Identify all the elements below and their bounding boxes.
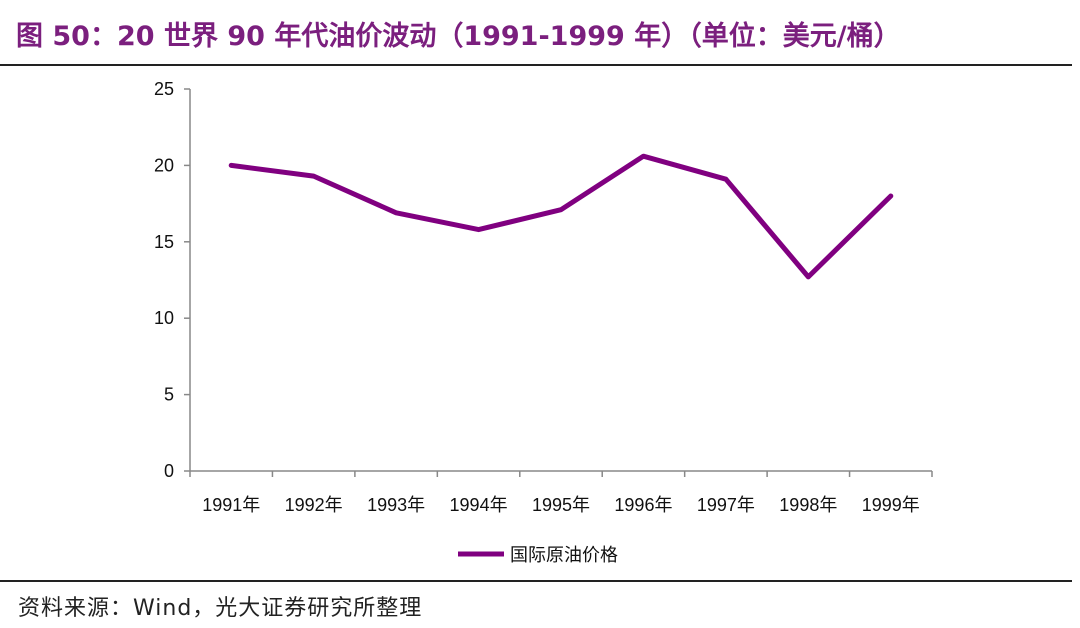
y-tick-label: 20 [154, 155, 174, 175]
legend: 国际原油价格 [458, 545, 618, 566]
x-tick-label: 1999年 [862, 495, 920, 515]
chart-title: 图 50：20 世界 90 年代油价波动（1991-1999 年）（单位：美元/… [16, 21, 901, 52]
x-tick-label: 1991年 [202, 495, 260, 515]
source-divider [0, 580, 1072, 582]
y-tick-label: 25 [154, 79, 174, 99]
y-tick-label: 10 [154, 308, 174, 328]
series-line [228, 153, 894, 280]
x-tick-label: 1998年 [779, 495, 837, 515]
axes [189, 89, 932, 472]
x-tick-label: 1992年 [285, 495, 343, 515]
line-chart: 0 5 10 15 20 25 1991年 1992年 1993年 1994年 1995年 1996… [154, 79, 933, 566]
source-note: 资料来源：Wind，光大证券研究所整理 [18, 596, 423, 621]
y-axis-ticks: 0 5 10 15 20 25 [154, 79, 190, 481]
y-tick-label: 15 [154, 232, 174, 252]
title-divider [0, 64, 1072, 66]
x-tick-label: 1995年 [532, 495, 590, 515]
series-group [228, 153, 894, 280]
x-tick-label: 1993年 [367, 495, 425, 515]
legend-label: 国际原油价格 [510, 545, 618, 566]
y-tick-label: 5 [164, 385, 174, 405]
x-tick-label: 1997年 [697, 495, 755, 515]
y-tick-label: 0 [164, 461, 174, 481]
x-axis-ticks: 1991年 1992年 1993年 1994年 1995年 1996年 1997年 1998年… [189, 471, 933, 515]
x-tick-label: 1994年 [450, 495, 508, 515]
x-tick-label: 1996年 [614, 495, 672, 515]
